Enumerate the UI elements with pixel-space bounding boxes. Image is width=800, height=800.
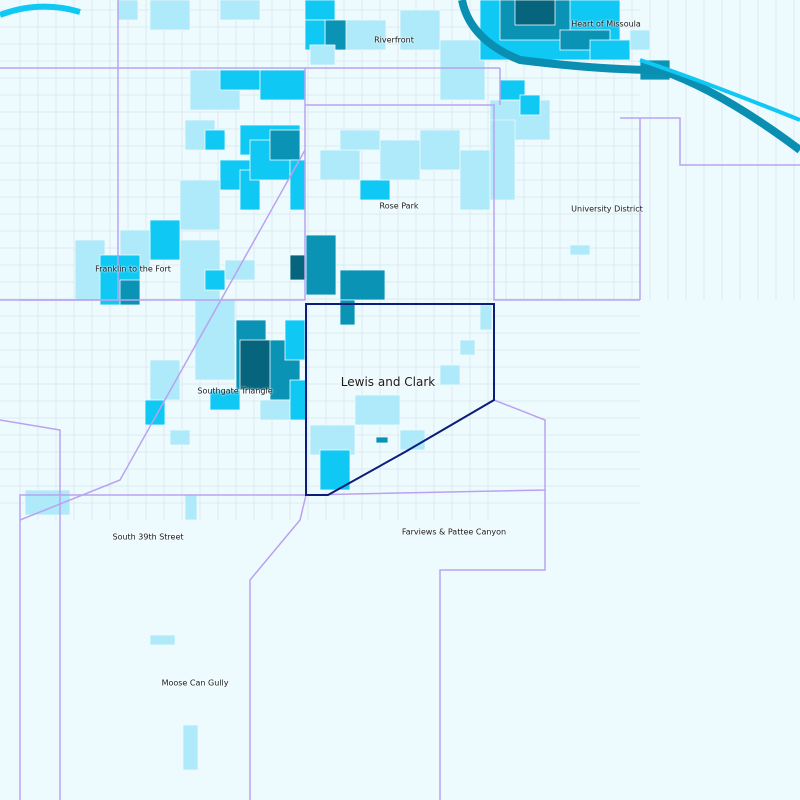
neighborhood-boundary bbox=[19, 399, 546, 800]
label-rose-park: Rose Park bbox=[379, 201, 419, 211]
census-block-class-1 bbox=[629, 29, 651, 51]
census-block-class-2 bbox=[304, 0, 336, 21]
census-block-class-1 bbox=[459, 149, 491, 211]
river-channel bbox=[0, 3, 81, 18]
label-lewis-and-clark[interactable]: Lewis and Clark bbox=[340, 375, 436, 389]
census-block-class-3 bbox=[339, 269, 386, 301]
census-block-class-1 bbox=[179, 179, 221, 231]
label-franklin-to-the-fort: Franklin to the Fort bbox=[95, 264, 171, 274]
census-block-class-3 bbox=[339, 299, 356, 326]
neighborhood-boundary bbox=[305, 104, 640, 301]
choropleth-blocks bbox=[24, 0, 671, 771]
label-southgate-triangle: Southgate Triangle bbox=[197, 386, 273, 396]
census-block-class-1 bbox=[309, 44, 336, 66]
label-farviews-pattee-canyon: Farviews & Pattee Canyon bbox=[401, 527, 507, 537]
census-block-class-1 bbox=[319, 149, 361, 181]
neighborhood-boundary bbox=[249, 494, 307, 800]
census-block-class-2 bbox=[204, 269, 226, 291]
census-block-class-1 bbox=[194, 299, 236, 381]
census-block-class-1 bbox=[354, 394, 401, 426]
census-block-class-2 bbox=[204, 129, 226, 151]
census-block-class-1 bbox=[439, 39, 486, 101]
census-block-class-2 bbox=[359, 179, 391, 201]
clark-fork-river bbox=[0, 0, 800, 154]
neighborhood-boundary bbox=[439, 490, 546, 800]
census-block-class-1 bbox=[184, 494, 198, 521]
census-block-class-2 bbox=[289, 159, 306, 211]
census-block-class-1 bbox=[219, 0, 261, 21]
label-south-39th-street: South 39th Street bbox=[112, 532, 184, 542]
census-block-class-2 bbox=[589, 39, 631, 61]
census-block-class-3 bbox=[375, 436, 389, 444]
census-block-class-4 bbox=[289, 254, 307, 281]
census-block-class-1 bbox=[149, 359, 181, 401]
label-moose-can-gully: Moose Can Gully bbox=[161, 678, 229, 688]
neighborhood-boundary bbox=[20, 105, 306, 301]
census-block-class-2 bbox=[219, 69, 261, 91]
selected-neighborhood-outline[interactable] bbox=[305, 303, 495, 496]
neighborhood-boundary bbox=[620, 117, 800, 166]
neighborhood-boundary bbox=[19, 149, 306, 521]
census-block-class-1 bbox=[169, 429, 191, 446]
census-block-class-1 bbox=[399, 9, 441, 51]
census-block-class-1 bbox=[149, 634, 176, 646]
census-block-class-2 bbox=[289, 379, 307, 421]
census-block-class-2 bbox=[319, 449, 351, 491]
census-block-class-1 bbox=[379, 139, 421, 181]
census-block-class-1 bbox=[439, 364, 461, 386]
census-block-class-1 bbox=[479, 304, 493, 331]
label-heart-of-missoula: Heart of Missoula bbox=[571, 19, 641, 29]
census-block-class-1 bbox=[419, 129, 461, 171]
census-block-class-1 bbox=[569, 244, 591, 256]
census-block-class-1 bbox=[117, 0, 139, 21]
census-block-class-2 bbox=[144, 399, 166, 426]
census-block-class-3 bbox=[119, 279, 141, 306]
census-block-class-2 bbox=[259, 69, 306, 101]
census-block-class-1 bbox=[459, 339, 476, 356]
label-university-district: University District bbox=[571, 204, 643, 214]
census-block-class-1 bbox=[224, 259, 256, 281]
label-riverfront: Riverfront bbox=[374, 35, 414, 45]
census-block-class-1 bbox=[339, 129, 381, 151]
census-block-class-2 bbox=[149, 219, 181, 261]
census-block-class-1 bbox=[149, 0, 191, 31]
census-block-class-1 bbox=[345, 19, 387, 51]
census-block-class-2 bbox=[284, 319, 306, 361]
river-channel bbox=[639, 58, 800, 122]
census-block-class-3 bbox=[269, 129, 301, 161]
census-block-class-3 bbox=[305, 234, 337, 296]
river-channel bbox=[458, 0, 800, 154]
census-block-class-1 bbox=[24, 489, 71, 516]
census-block-class-2 bbox=[519, 94, 541, 116]
neighborhood-boundary bbox=[0, 419, 61, 800]
census-block-class-4 bbox=[514, 0, 556, 26]
census-block-class-2 bbox=[209, 389, 241, 411]
census-block-class-1 bbox=[182, 724, 199, 771]
